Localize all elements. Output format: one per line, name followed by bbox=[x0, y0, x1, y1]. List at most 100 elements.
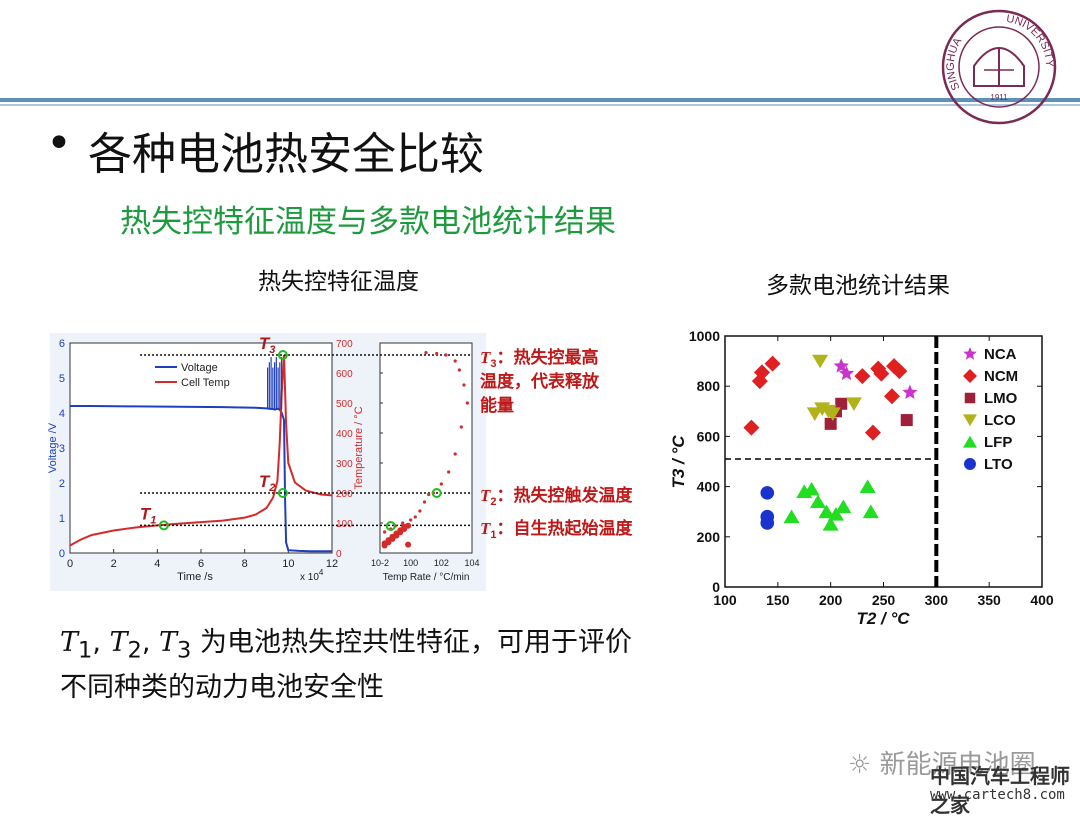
series-line-cell-temp bbox=[69, 354, 333, 547]
time-axis-exponent: x 104 bbox=[300, 568, 324, 583]
rate-x-tick-label: 100 bbox=[403, 558, 418, 568]
rate-data-point bbox=[409, 518, 413, 522]
annotation-t3: T3：热失控最高温度，代表释放能量 bbox=[480, 347, 600, 415]
temperature-tick-label: 700 bbox=[336, 339, 353, 350]
legend-label-lfp: LFP bbox=[984, 434, 1012, 451]
point-lmo bbox=[835, 397, 848, 410]
rate-data-point bbox=[459, 425, 463, 429]
time-x-tick-label: 2 bbox=[111, 558, 117, 570]
rate-plot-frame bbox=[379, 342, 473, 554]
logo-year: 1911 bbox=[990, 93, 1008, 102]
rate-data-point bbox=[383, 530, 387, 534]
point-lfp bbox=[862, 504, 879, 519]
t3-axis-label: T3 / °C bbox=[669, 435, 688, 489]
temperature-tick-label: 400 bbox=[336, 429, 353, 440]
point-lfp bbox=[835, 499, 852, 514]
page-subtitle: 热失控特征温度与多款电池统计结果 bbox=[120, 204, 616, 240]
rate-data-point bbox=[462, 383, 466, 387]
point-lco bbox=[806, 407, 823, 422]
conclusion-text: T1, T2, T3 为电池热失控共性特征，可用于评价 不同种类的动力电池安全性 bbox=[60, 624, 632, 707]
scatter-y-tick-label: 600 bbox=[697, 428, 721, 444]
temperature-tick-label: 0 bbox=[336, 549, 342, 560]
marker-point bbox=[158, 520, 169, 531]
rate-data-point bbox=[453, 452, 457, 456]
time-x-tick-label: 6 bbox=[198, 558, 204, 570]
rate-marker-point bbox=[431, 488, 442, 498]
point-lfp bbox=[822, 517, 839, 531]
point-nca bbox=[902, 384, 918, 399]
rate-data-point bbox=[397, 527, 404, 534]
point-nca bbox=[838, 365, 855, 381]
point-ncm bbox=[891, 363, 908, 380]
rate-data-point bbox=[453, 359, 457, 363]
rate-x-tick-label: 10-2 bbox=[371, 558, 389, 568]
time-x-tick-label: 4 bbox=[154, 558, 160, 570]
point-ncm bbox=[743, 419, 760, 436]
rate-data-point bbox=[427, 492, 431, 497]
legend-label-lmo: LMO bbox=[984, 390, 1018, 407]
legend-marker-lmo bbox=[964, 392, 976, 404]
legend-voltage: Voltage bbox=[181, 362, 218, 374]
point-ncm bbox=[753, 364, 770, 381]
rate-x-tick-label: 102 bbox=[434, 558, 449, 568]
point-lco bbox=[845, 397, 862, 411]
scatter-y-tick-label: 800 bbox=[697, 378, 721, 394]
point-lmo bbox=[900, 414, 913, 427]
voltage-tick-label: 4 bbox=[59, 408, 65, 420]
time-axis-label: Time /s bbox=[177, 571, 213, 583]
legend-marker-nca bbox=[963, 347, 977, 360]
rate-data-point bbox=[381, 540, 388, 547]
temperature-tick-label: 100 bbox=[336, 519, 353, 530]
marker-point bbox=[277, 488, 288, 498]
header-rule-light bbox=[0, 104, 1080, 106]
conclusion-line-1: T1, T2, T3 为电池热失控共性特征，可用于评价 bbox=[60, 627, 632, 664]
temperature-axis-label: Temperature / °C bbox=[353, 406, 365, 489]
voltage-tick-label: 6 bbox=[59, 338, 65, 350]
point-ncm bbox=[883, 388, 900, 405]
rate-data-point bbox=[465, 401, 469, 405]
time-x-tick-label: 0 bbox=[67, 558, 73, 570]
temperature-tick-label: 300 bbox=[336, 459, 353, 470]
point-lfp bbox=[783, 509, 800, 524]
rate-data-point bbox=[457, 368, 461, 372]
site-url-watermark: www.cartech8.com bbox=[930, 787, 1065, 803]
point-ncm bbox=[854, 368, 871, 385]
t2-t3-scatter-chart: 100 150 200 250 300 350 400 0 200 400 600 800 1000 N… bbox=[669, 328, 1054, 628]
rate-data-point bbox=[444, 353, 448, 357]
time-plot-legend: Voltage Cell Temp bbox=[155, 362, 230, 389]
left-chart-caption: 热失控特征温度 bbox=[258, 269, 419, 295]
rate-axis-label: Temp Rate / °C/min bbox=[383, 572, 470, 583]
temperature-tick-label: 500 bbox=[336, 399, 353, 410]
point-nca bbox=[833, 358, 849, 373]
scatter-x-tick-label: 400 bbox=[1030, 592, 1054, 608]
legend-label-lto: LTO bbox=[984, 456, 1013, 473]
legend-marker-lco bbox=[963, 414, 977, 427]
title-bullet: • bbox=[46, 118, 72, 169]
page-title: 各种电池热安全比较 bbox=[88, 129, 484, 180]
rate-data-point bbox=[393, 530, 400, 537]
rate-data-point bbox=[435, 351, 439, 356]
point-lfp bbox=[809, 494, 826, 509]
voltage-tick-label: 3 bbox=[59, 443, 65, 455]
scatter-y-tick-label: 0 bbox=[712, 579, 720, 595]
rate-data-point bbox=[413, 515, 417, 519]
temperature-tick-label: 200 bbox=[336, 489, 353, 500]
point-lco bbox=[812, 354, 829, 369]
rate-data-point bbox=[424, 351, 428, 355]
annotation-t2: T2：热失控触发温度 bbox=[480, 485, 634, 508]
rate-data-point bbox=[447, 470, 451, 474]
scatter-y-tick-label: 1000 bbox=[689, 328, 720, 344]
point-ncm bbox=[764, 355, 781, 372]
university-seal-logo: 1911 SINGHUA UNIVERSITY bbox=[941, 9, 1057, 125]
point-ncm bbox=[864, 424, 881, 441]
scatter-x-tick-label: 100 bbox=[713, 592, 737, 608]
point-ncm bbox=[873, 365, 890, 382]
marker-point bbox=[277, 350, 288, 360]
legend-marker-ncm bbox=[963, 369, 977, 383]
legend-label-ncm: NCM bbox=[984, 368, 1018, 385]
point-lto bbox=[760, 516, 775, 530]
voltage-tick-label: 2 bbox=[59, 478, 65, 490]
marker-label: T1 bbox=[140, 504, 157, 526]
conclusion-line-2: 不同种类的动力电池安全性 bbox=[60, 672, 384, 704]
